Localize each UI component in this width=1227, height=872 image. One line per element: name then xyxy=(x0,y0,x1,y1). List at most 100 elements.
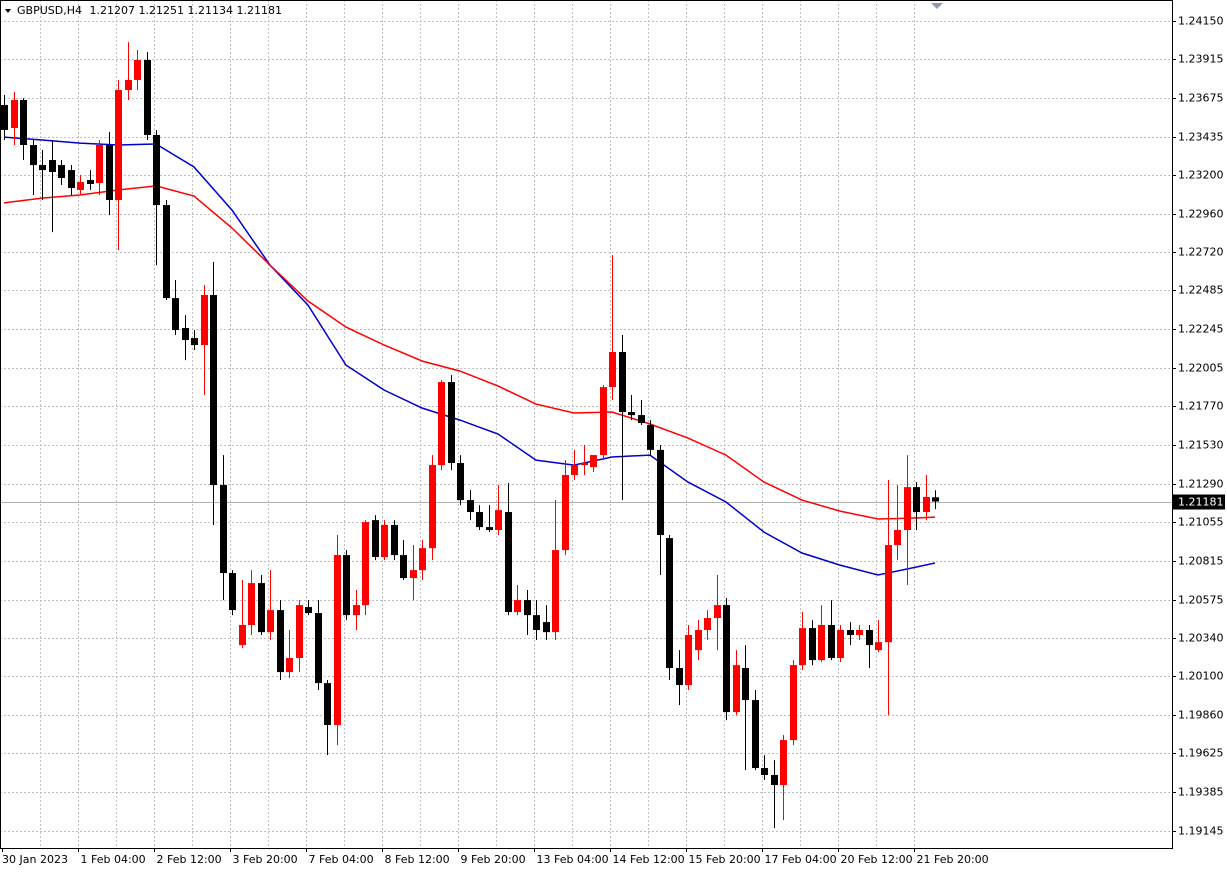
candle-body xyxy=(647,424,654,450)
candle-body xyxy=(30,145,37,166)
candle-body xyxy=(68,170,75,189)
candle-body xyxy=(343,555,350,616)
chart-header: GBPUSD,H4 1.21207 1.21251 1.21134 1.2118… xyxy=(17,4,282,17)
candle-body xyxy=(695,630,702,651)
candle-body xyxy=(676,668,683,686)
y-tick-label: 1.19145 xyxy=(1178,825,1224,838)
candle-body xyxy=(486,527,493,530)
y-tick-label: 1.22960 xyxy=(1178,208,1224,221)
candle-body xyxy=(733,665,740,713)
candle-body xyxy=(894,530,901,546)
candle-body xyxy=(410,570,417,579)
candle-body xyxy=(581,463,588,466)
x-tick-label: 21 Feb 20:00 xyxy=(917,853,989,866)
candle-body xyxy=(543,622,550,633)
y-tick-label: 1.22245 xyxy=(1178,323,1224,336)
x-tick-label: 2 Feb 12:00 xyxy=(157,853,222,866)
grid-layer xyxy=(0,0,1172,848)
y-tick-label: 1.21055 xyxy=(1178,516,1224,529)
candle-body xyxy=(533,615,540,631)
x-tick-label: 3 Feb 20:00 xyxy=(233,853,298,866)
candle-body xyxy=(391,524,398,556)
candle-body xyxy=(277,610,284,673)
candle-body xyxy=(286,658,293,673)
candle-body xyxy=(932,497,939,502)
y-tick-label: 1.20575 xyxy=(1178,594,1224,607)
candle-body xyxy=(77,182,84,190)
candle-body xyxy=(790,665,797,741)
y-tick-label: 1.21530 xyxy=(1178,439,1224,452)
candle-body xyxy=(761,768,768,776)
candle-body xyxy=(315,613,322,684)
candle-body xyxy=(296,605,303,659)
candle-body xyxy=(334,555,341,726)
candle-body xyxy=(438,382,445,466)
x-tick-label: 13 Feb 04:00 xyxy=(537,853,609,866)
x-tick-label: 9 Feb 20:00 xyxy=(461,853,526,866)
y-tick-label: 1.19385 xyxy=(1178,786,1224,799)
candle-body xyxy=(429,465,436,549)
candle-body xyxy=(457,463,464,501)
x-tick-label: 7 Feb 04:00 xyxy=(309,853,374,866)
candle-body xyxy=(657,449,664,536)
x-tick-label: 1 Feb 04:00 xyxy=(81,853,146,866)
candle-body xyxy=(353,605,360,616)
plot-frame xyxy=(0,0,1173,849)
candle-layer xyxy=(1,42,939,829)
candle-body xyxy=(229,573,236,611)
candle-body xyxy=(115,89,122,201)
candle-body xyxy=(182,328,189,341)
current-price-box xyxy=(1173,494,1225,510)
y-tick-label: 1.23435 xyxy=(1178,131,1224,144)
symbol-menu-arrow xyxy=(5,9,11,13)
y-tick-label: 1.19860 xyxy=(1178,709,1224,722)
candle-body xyxy=(381,524,388,558)
current-price-label: 1.21181 xyxy=(1178,496,1224,509)
y-tick-label: 1.20340 xyxy=(1178,632,1224,645)
candle-body xyxy=(590,455,597,468)
chart-shift-marker xyxy=(931,3,943,9)
candle-body xyxy=(828,624,835,659)
candle-body xyxy=(20,100,27,146)
candle-body xyxy=(847,630,854,636)
candle-body xyxy=(571,465,578,475)
candle-body xyxy=(163,205,170,299)
header-close: 1.21181 xyxy=(236,4,282,17)
candle-body xyxy=(524,600,531,616)
candle-body xyxy=(562,474,569,551)
line-layer xyxy=(3,136,936,576)
candle-body xyxy=(495,510,502,530)
candle-body xyxy=(172,298,179,330)
candle-body xyxy=(856,630,863,636)
candle-body xyxy=(628,412,635,416)
candle-body xyxy=(134,60,141,80)
candle-body xyxy=(58,165,65,179)
candle-body xyxy=(372,520,379,558)
candle-body xyxy=(191,338,198,346)
candle-body xyxy=(923,496,930,513)
y-tick-label: 1.20815 xyxy=(1178,555,1224,568)
header-low: 1.21134 xyxy=(187,4,233,17)
candle-body xyxy=(39,165,46,171)
candle-body xyxy=(248,583,255,625)
candle-body xyxy=(220,485,227,574)
candle-body xyxy=(87,179,94,185)
x-tick-label: 30 Jan 2023 xyxy=(2,853,68,866)
candle-body xyxy=(106,145,113,201)
candle-body xyxy=(799,628,806,666)
candle-body xyxy=(752,700,759,769)
candle-body xyxy=(619,351,626,413)
symbol-title: GBPUSD,H4 xyxy=(17,4,82,17)
y-tick-label: 1.19625 xyxy=(1178,747,1224,760)
candle-body xyxy=(1,105,8,130)
x-tick-label: 20 Feb 12:00 xyxy=(841,853,913,866)
candle-body xyxy=(419,548,426,571)
moving-average-line xyxy=(3,185,936,520)
y-tick-label: 1.23675 xyxy=(1178,92,1224,105)
candle-body xyxy=(11,100,18,129)
candle-body xyxy=(448,382,455,464)
candle-body xyxy=(552,550,559,633)
y-tick-label: 1.21770 xyxy=(1178,400,1224,413)
y-tick-label: 1.23915 xyxy=(1178,53,1224,66)
candle-body xyxy=(837,630,844,659)
